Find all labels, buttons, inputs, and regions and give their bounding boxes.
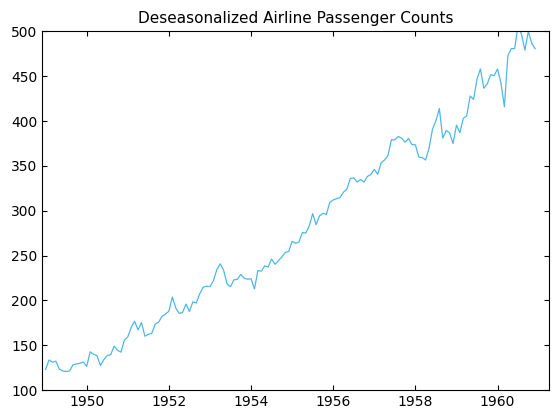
Title: Deseasonalized Airline Passenger Counts: Deseasonalized Airline Passenger Counts (138, 11, 454, 26)
